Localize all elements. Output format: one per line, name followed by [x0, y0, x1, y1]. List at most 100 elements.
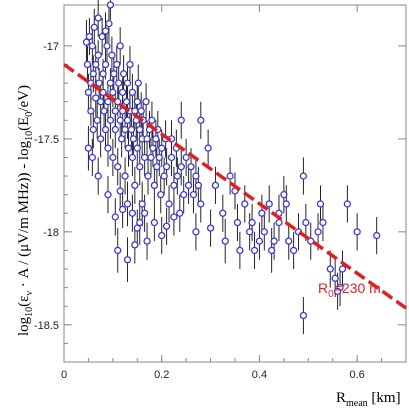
data-point — [148, 116, 156, 124]
data-point — [133, 98, 141, 106]
data-point — [314, 228, 322, 236]
data-point — [137, 107, 145, 115]
data-point — [142, 98, 150, 106]
data-point — [99, 70, 107, 78]
data-point — [140, 153, 149, 162]
data-point — [140, 209, 149, 217]
y-tick-label: -17 — [43, 41, 59, 53]
data-point — [90, 23, 98, 31]
data-point — [338, 265, 347, 273]
data-point — [101, 125, 110, 134]
data-point — [126, 60, 134, 69]
data-point — [84, 88, 93, 97]
data-point — [187, 163, 195, 171]
data-point — [167, 153, 176, 162]
data-point — [152, 135, 160, 143]
data-point — [143, 237, 151, 245]
data-point — [206, 224, 215, 232]
y-tick-label: -18 — [43, 227, 59, 239]
data-point — [115, 79, 123, 87]
data-point — [319, 218, 327, 227]
data-point — [144, 172, 152, 180]
data-point — [110, 70, 118, 78]
data-point — [128, 209, 137, 217]
data-point — [226, 172, 234, 180]
data-point — [136, 125, 144, 134]
data-point — [138, 200, 146, 208]
y-tick-label: -18.5 — [34, 320, 59, 332]
data-point — [282, 200, 290, 208]
data-point — [116, 116, 124, 124]
data-point — [118, 205, 127, 214]
data-point — [127, 125, 136, 134]
data-point — [108, 51, 116, 59]
data-point — [123, 79, 132, 87]
data-point — [158, 231, 166, 240]
data-point — [162, 222, 171, 230]
data-point — [88, 153, 96, 162]
data-point — [333, 287, 342, 295]
data-point — [280, 191, 288, 199]
data-point — [331, 274, 339, 282]
data-point — [92, 94, 100, 102]
data-point — [246, 228, 254, 236]
x-axis-label: Rmean [km] — [336, 390, 401, 409]
data-point — [118, 88, 127, 97]
data-point — [101, 60, 110, 69]
data-point — [165, 200, 173, 208]
data-point — [197, 200, 205, 208]
data-point — [153, 163, 161, 171]
data-point — [147, 153, 155, 162]
x-axis-ticks: 0 0.2 0.4 0.6 — [61, 5, 383, 381]
data-point — [101, 27, 110, 35]
data-point — [87, 107, 95, 115]
data-points — [82, 1, 381, 320]
data-point — [94, 172, 102, 180]
data-point — [343, 200, 352, 208]
data-point — [182, 153, 190, 162]
data-point — [94, 51, 102, 59]
data-point — [197, 116, 205, 124]
data-point — [105, 19, 113, 28]
data-point — [113, 60, 121, 69]
data-point — [85, 32, 94, 41]
data-point — [89, 125, 97, 134]
data-point — [96, 135, 105, 143]
data-point — [248, 218, 256, 227]
data-point — [123, 256, 132, 264]
data-point — [106, 116, 115, 124]
data-point — [129, 135, 138, 143]
data-point — [123, 116, 132, 124]
data-point — [353, 228, 361, 236]
data-point — [158, 144, 166, 152]
data-point — [83, 60, 92, 69]
data-point — [155, 153, 163, 162]
data-point — [170, 181, 178, 190]
data-point — [260, 228, 268, 236]
data-point — [121, 172, 129, 180]
data-point — [106, 79, 115, 87]
data-point — [250, 246, 259, 255]
data-point — [134, 79, 142, 87]
data-point — [88, 42, 96, 50]
data-point — [194, 181, 203, 190]
fit-line — [62, 63, 408, 310]
x-tick-label: 0.6 — [349, 369, 364, 381]
data-point — [184, 181, 193, 190]
data-point — [94, 14, 102, 22]
data-point — [122, 98, 131, 106]
data-point — [302, 218, 310, 227]
data-point — [114, 163, 122, 171]
data-point — [121, 125, 129, 134]
x-tick-label: 0.2 — [154, 369, 169, 381]
data-point — [192, 172, 200, 180]
data-point — [275, 218, 283, 227]
data-point — [111, 107, 119, 115]
data-point — [143, 135, 151, 143]
data-point — [177, 116, 185, 124]
data-point — [150, 181, 159, 190]
data-point — [221, 237, 229, 245]
data-point — [128, 153, 137, 162]
data-point — [95, 79, 103, 87]
y-axis-label: log10(εν · A / (μV/m MHz)) - log10(E0/eV… — [16, 85, 35, 336]
